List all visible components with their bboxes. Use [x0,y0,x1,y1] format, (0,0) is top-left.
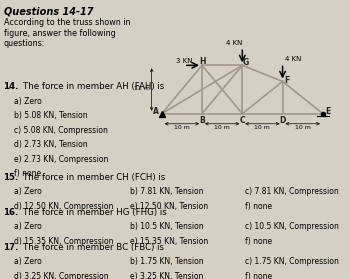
Text: e) 15.35 KN, Tension: e) 15.35 KN, Tension [130,237,208,246]
Text: 14.: 14. [4,82,19,91]
Text: 4 KN: 4 KN [226,40,243,46]
Text: d) 15.35 KN, Compression: d) 15.35 KN, Compression [14,237,113,246]
Text: 10 m: 10 m [174,125,190,130]
Text: E: E [325,107,330,116]
Text: The force in member BC (FBC) is: The force in member BC (FBC) is [23,243,164,252]
Text: f) none: f) none [245,202,272,211]
Text: d) 2.73 KN, Tension: d) 2.73 KN, Tension [14,140,88,149]
Text: f) none: f) none [245,237,272,246]
Text: G: G [243,58,248,68]
Text: 12 m: 12 m [134,85,149,90]
Text: c) 10.5 KN, Compression: c) 10.5 KN, Compression [245,222,339,231]
Text: 10 m: 10 m [295,125,311,130]
Text: f) none: f) none [245,272,272,279]
Text: d) 12.50 KN, Compression: d) 12.50 KN, Compression [14,202,113,211]
Text: 3 KN: 3 KN [176,57,192,64]
Text: e) 12.50 KN, Tension: e) 12.50 KN, Tension [130,202,208,211]
Text: 16.: 16. [4,208,19,217]
Text: c) 7.81 KN, Compression: c) 7.81 KN, Compression [245,187,339,196]
Text: A: A [153,107,159,116]
Text: e) 3.25 KN, Tension: e) 3.25 KN, Tension [130,272,203,279]
Text: D: D [279,116,286,126]
Text: 15.: 15. [4,173,19,182]
Text: 4 KN: 4 KN [285,56,301,62]
Text: The force in member AH (FAH) is: The force in member AH (FAH) is [23,82,164,91]
Text: F: F [284,76,289,85]
Text: Questions 14-17: Questions 14-17 [4,6,93,16]
Text: e) 2.73 KN, Compression: e) 2.73 KN, Compression [14,155,108,164]
Text: The force in member HG (FHG) is: The force in member HG (FHG) is [23,208,167,217]
Text: 17.: 17. [4,243,19,252]
Text: 10 m: 10 m [254,125,270,130]
Text: a) Zero: a) Zero [14,97,42,106]
Text: d) 3.25 KN, Compression: d) 3.25 KN, Compression [14,272,108,279]
Text: b) 5.08 KN, Tension: b) 5.08 KN, Tension [14,111,88,120]
Text: c) 5.08 KN, Compression: c) 5.08 KN, Compression [14,126,108,135]
Text: b) 7.81 KN, Tension: b) 7.81 KN, Tension [130,187,203,196]
Text: The force in member CH (FCH) is: The force in member CH (FCH) is [23,173,165,182]
Text: f) none: f) none [14,169,41,178]
Text: b) 1.75 KN, Tension: b) 1.75 KN, Tension [130,257,203,266]
Text: b) 10.5 KN, Tension: b) 10.5 KN, Tension [130,222,203,231]
Text: a) Zero: a) Zero [14,222,42,231]
Text: a) Zero: a) Zero [14,257,42,266]
Text: c) 1.75 KN, Compression: c) 1.75 KN, Compression [245,257,339,266]
Text: a) Zero: a) Zero [14,187,42,196]
Text: C: C [239,116,245,126]
Text: 10 m: 10 m [214,125,230,130]
Text: According to the truss shown in
figure, answer the following
questions:: According to the truss shown in figure, … [4,18,130,48]
Text: B: B [199,116,205,126]
Text: H: H [199,57,205,66]
